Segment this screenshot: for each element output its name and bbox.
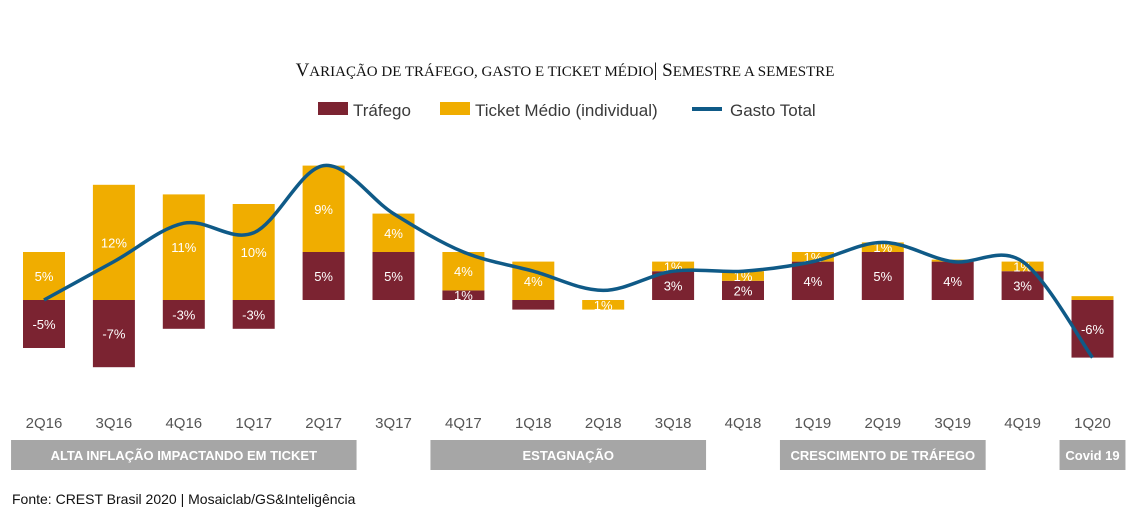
band-0 <box>11 440 357 470</box>
label-trafego-2Q16: -5% <box>32 317 56 332</box>
label-ticket-2Q16: 5% <box>35 269 54 284</box>
legend-swatch-trafego <box>318 102 348 115</box>
label-ticket-3Q16: 12% <box>101 235 127 250</box>
label-ticket-4Q17: 4% <box>454 264 473 279</box>
band-label-1: ESTAGNAÇÃO <box>523 448 614 463</box>
band-label-2: CRESCIMENTO DE TRÁFEGO <box>790 448 975 463</box>
bar-trafego-1Q18 <box>512 300 555 310</box>
bar-trafego-4Q18 <box>722 280 764 300</box>
tick-3Q16: 3Q16 <box>96 415 133 432</box>
bar-trafego-3Q16 <box>92 300 135 368</box>
tick-4Q16: 4Q16 <box>165 415 202 432</box>
bar-ticket-4Q16 <box>162 194 205 300</box>
tick-4Q18: 4Q18 <box>725 415 762 432</box>
band-label-3: Covid 19 <box>1065 448 1119 463</box>
tick-1Q20: 1Q20 <box>1074 415 1111 432</box>
chart-title-part-4: EMESTRE A SEMESTRE <box>673 64 835 80</box>
phase-bands: ALTA INFLAÇÃO IMPACTANDO EM TICKET ESTAGN… <box>11 440 1126 470</box>
label-trafego-4Q17: 1% <box>454 288 473 303</box>
bars-group <box>23 165 1114 368</box>
label-ticket-1Q18: 4% <box>524 274 543 289</box>
bar-ticket-1Q19 <box>791 252 834 262</box>
bar-trafego-1Q17 <box>232 300 275 329</box>
bar-trafego-1Q19 <box>791 261 834 300</box>
line-group <box>43 163 1094 359</box>
tick-1Q18: 1Q18 <box>515 415 552 432</box>
label-trafego-3Q18: 3% <box>664 279 683 294</box>
bar-ticket-3Q18 <box>652 261 695 272</box>
tick-1Q17: 1Q17 <box>235 415 272 432</box>
bar-trafego-2Q16 <box>23 300 65 348</box>
label-trafego-2Q19: 5% <box>873 269 892 284</box>
legend-label-ticket: Ticket Médio (individual) <box>475 101 658 120</box>
bar-ticket-2Q17 <box>302 165 345 252</box>
label-trafego-4Q18: 2% <box>734 283 753 298</box>
bar-trafego-1Q20 <box>1071 300 1114 358</box>
label-trafego-3Q19: 4% <box>943 274 962 289</box>
label-ticket-4Q16: 11% <box>171 240 196 255</box>
bar-trafego-3Q17 <box>372 252 415 300</box>
label-ticket-3Q17: 4% <box>384 226 403 241</box>
bar-ticket-4Q19 <box>1001 261 1044 272</box>
chart-title-part-3: | S <box>654 60 673 81</box>
tick-2Q17: 2Q17 <box>305 415 342 432</box>
x-axis-ticks: 2Q16 3Q16 4Q16 1Q17 2Q17 3Q17 4Q17 1Q18 2Q18 3Q18… <box>26 415 1111 432</box>
chart-title-part-2: ARIAÇÃO DE TRÁFEGO, GASTO E TICKET MÉDIO <box>309 63 653 80</box>
label-trafego-2Q17: 5% <box>314 269 333 284</box>
tick-4Q17: 4Q17 <box>445 415 482 432</box>
label-trafego-3Q17: 5% <box>384 269 403 284</box>
legend-label-trafego: Tráfego <box>353 101 411 120</box>
legend: Tráfego Ticket Médio (individual) Gasto … <box>318 101 816 120</box>
chart-title-part-1: V <box>296 60 310 81</box>
label-trafego-4Q19: 3% <box>1013 279 1032 294</box>
bar-ticket-2Q19 <box>861 242 904 252</box>
tick-3Q19: 3Q19 <box>934 415 971 432</box>
label-ticket-2Q18: 1% <box>594 298 613 313</box>
label-ticket-4Q19: 1% <box>1013 259 1032 274</box>
tick-4Q19: 4Q19 <box>1004 415 1041 432</box>
bar-trafego-4Q16 <box>162 300 205 329</box>
bar-ticket-3Q17 <box>372 213 415 252</box>
source-note: Fonte: CREST Brasil 2020 | Mosaiclab/GS&… <box>12 491 356 507</box>
bar-trafego-4Q17 <box>442 290 485 300</box>
chart-title: VARIAÇÃO DE TRÁFEGO, GASTO E TICKET MÉDI… <box>296 60 835 81</box>
tick-2Q16: 2Q16 <box>26 415 63 432</box>
label-ticket-2Q17: 9% <box>314 202 333 217</box>
tick-3Q18: 3Q18 <box>655 415 692 432</box>
bar-trafego-3Q19 <box>931 261 974 300</box>
tick-2Q19: 2Q19 <box>864 415 901 432</box>
line-gasto-total <box>43 163 1094 359</box>
label-trafego-1Q17: -3% <box>242 307 266 322</box>
tick-3Q17: 3Q17 <box>375 415 412 432</box>
band-2 <box>779 440 986 470</box>
band-1 <box>430 440 707 470</box>
bar-ticket-4Q18 <box>722 271 764 281</box>
legend-swatch-ticket <box>440 102 470 115</box>
bar-ticket-1Q20 <box>1071 296 1114 300</box>
bar-ticket-2Q18 <box>582 300 625 310</box>
bar-ticket-3Q16 <box>92 184 135 300</box>
band-label-0: ALTA INFLAÇÃO IMPACTANDO EM TICKET <box>51 448 318 463</box>
bar-trafego-2Q17 <box>302 252 345 300</box>
tick-1Q19: 1Q19 <box>795 415 832 432</box>
tick-2Q18: 2Q18 <box>585 415 622 432</box>
legend-label-gasto: Gasto Total <box>730 101 816 120</box>
label-trafego-1Q20: -6% <box>1081 322 1105 337</box>
label-trafego-4Q16: -3% <box>172 307 196 322</box>
label-trafego-3Q16: -7% <box>102 327 126 342</box>
label-trafego-1Q19: 4% <box>804 274 823 289</box>
label-ticket-1Q17: 10% <box>241 245 267 260</box>
bar-trafego-2Q19 <box>861 252 904 300</box>
band-3 <box>1059 440 1126 470</box>
